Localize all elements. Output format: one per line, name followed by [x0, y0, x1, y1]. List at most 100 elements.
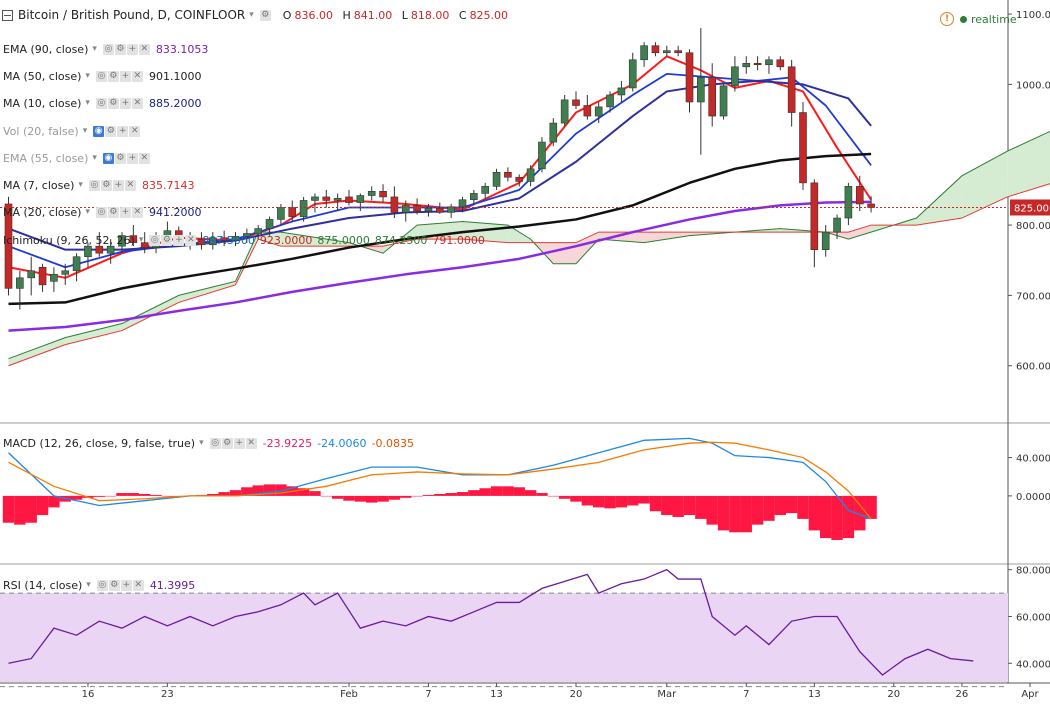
indicator-label[interactable]: EMA (55, close)	[3, 152, 88, 165]
candle[interactable]	[346, 190, 353, 205]
add-icon[interactable]: +	[120, 207, 131, 218]
indicator-label[interactable]: MA (10, close)	[3, 97, 81, 110]
settings-icon[interactable]: ⚙	[101, 180, 112, 191]
indicator-legend[interactable]: MA (10, close)▾◎⚙+✕885.2000	[0, 94, 206, 112]
add-icon[interactable]: +	[117, 126, 128, 137]
eye-icon[interactable]: ◎	[89, 180, 100, 191]
candle[interactable]	[482, 183, 489, 198]
add-icon[interactable]: +	[173, 235, 184, 246]
indicator-label[interactable]: MA (7, close)	[3, 179, 74, 192]
indicator-legend[interactable]: EMA (90, close)▾◎⚙+✕833.1053	[0, 40, 213, 58]
candle[interactable]	[504, 167, 511, 181]
candle[interactable]	[709, 63, 716, 126]
candle[interactable]	[618, 81, 625, 102]
realtime-indicator[interactable]: ! realtime	[940, 12, 1017, 26]
candle[interactable]	[822, 225, 829, 257]
indicator-legend[interactable]: Vol (20, false)▾◉⚙+✕	[0, 122, 146, 140]
ma-line[interactable]	[9, 202, 872, 331]
candle[interactable]	[550, 118, 557, 146]
settings-icon[interactable]: ⚙	[109, 580, 120, 591]
settings-icon[interactable]: ⚙	[115, 44, 126, 55]
chevron-down-icon[interactable]: ▾	[199, 438, 204, 448]
close-icon[interactable]: ✕	[132, 98, 143, 109]
candle[interactable]	[561, 95, 568, 127]
settings-icon[interactable]: ⚙	[108, 71, 119, 82]
chevron-down-icon[interactable]: ▾	[85, 207, 90, 217]
indicator-legend[interactable]: RSI (14, close)▾◎⚙+✕41.3995	[0, 576, 200, 594]
eye-icon[interactable]: ◎	[96, 98, 107, 109]
chevron-down-icon[interactable]: ▾	[85, 71, 90, 81]
indicator-legend[interactable]: EMA (55, close)▾◉⚙+✕	[0, 149, 156, 167]
settings-icon[interactable]: ⚙	[222, 438, 233, 449]
warning-icon[interactable]: !	[940, 12, 954, 26]
add-icon[interactable]: +	[120, 71, 131, 82]
close-icon[interactable]: ✕	[139, 44, 150, 55]
settings-icon[interactable]: ⚙	[161, 235, 172, 246]
candle[interactable]	[652, 42, 659, 56]
indicator-legend[interactable]: MA (50, close)▾◎⚙+✕901.1000	[0, 67, 206, 85]
candle[interactable]	[39, 264, 46, 292]
settings-icon[interactable]: ⚙	[115, 153, 126, 164]
candle[interactable]	[527, 165, 534, 186]
eye-icon[interactable]: ◉	[93, 126, 104, 137]
eye-icon[interactable]: ◎	[103, 44, 114, 55]
close-icon[interactable]: ✕	[185, 235, 196, 246]
candle[interactable]	[323, 190, 330, 208]
indicator-label[interactable]: MA (20, close)	[3, 206, 81, 219]
settings-icon[interactable]: ⚙	[108, 98, 119, 109]
candle[interactable]	[50, 267, 57, 292]
close-icon[interactable]: ✕	[246, 438, 257, 449]
indicator-label[interactable]: Vol (20, false)	[3, 125, 79, 138]
add-icon[interactable]: +	[127, 44, 138, 55]
candle[interactable]	[28, 257, 35, 296]
candle[interactable]	[663, 46, 670, 57]
symbol-title[interactable]: Bitcoin / British Pound, D, COINFLOOR	[18, 8, 245, 22]
settings-icon[interactable]: ⚙	[108, 207, 119, 218]
indicator-legend[interactable]: MA (7, close)▾◎⚙+✕835.7143	[0, 176, 199, 194]
add-icon[interactable]: +	[234, 438, 245, 449]
chevron-down-icon[interactable]: ▾	[92, 44, 97, 54]
indicator-label[interactable]: RSI (14, close)	[3, 579, 82, 592]
candle[interactable]	[868, 196, 875, 212]
candle[interactable]	[641, 42, 648, 67]
candle[interactable]	[754, 56, 761, 70]
candle[interactable]	[448, 204, 455, 218]
candle[interactable]	[584, 95, 591, 120]
indicator-label[interactable]: MACD (12, 26, close, 9, false, true)	[3, 437, 195, 450]
chevron-down-icon[interactable]: ▾	[92, 153, 97, 163]
candle[interactable]	[73, 253, 80, 281]
close-icon[interactable]: ✕	[132, 207, 143, 218]
close-icon[interactable]: ✕	[125, 180, 136, 191]
add-icon[interactable]: +	[120, 98, 131, 109]
eye-icon[interactable]: ◎	[96, 207, 107, 218]
candle[interactable]	[811, 179, 818, 267]
collapse-icon[interactable]	[2, 10, 13, 21]
settings-icon[interactable]: ⚙	[260, 10, 271, 21]
chevron-down-icon[interactable]: ▾	[78, 180, 83, 190]
eye-icon[interactable]: ◎	[97, 580, 108, 591]
settings-icon[interactable]: ⚙	[105, 126, 116, 137]
close-icon[interactable]: ✕	[132, 71, 143, 82]
add-icon[interactable]: +	[113, 180, 124, 191]
eye-icon[interactable]: ◎	[210, 438, 221, 449]
candle[interactable]	[788, 60, 795, 127]
candle[interactable]	[538, 137, 545, 172]
candle[interactable]	[743, 56, 750, 74]
indicator-label[interactable]: Ichimoku (9, 26, 52, 26)	[3, 234, 135, 247]
eye-icon[interactable]: ◉	[103, 153, 114, 164]
close-icon[interactable]: ✕	[133, 580, 144, 591]
candle[interactable]	[629, 53, 636, 92]
add-icon[interactable]: +	[127, 153, 138, 164]
candle[interactable]	[436, 203, 443, 214]
chevron-down-icon[interactable]: ▾	[249, 10, 254, 20]
indicator-legend[interactable]: MACD (12, 26, close, 9, false, true) ▾ ◎⚙+…	[0, 434, 419, 452]
candle[interactable]	[493, 169, 500, 190]
eye-icon[interactable]: ◎	[96, 71, 107, 82]
candle[interactable]	[856, 176, 863, 211]
chevron-down-icon[interactable]: ▾	[139, 235, 144, 245]
indicator-legend[interactable]: MA (20, close)▾◎⚙+✕941.2000	[0, 203, 206, 221]
eye-icon[interactable]: ◎	[149, 235, 160, 246]
add-icon[interactable]: +	[121, 580, 132, 591]
indicator-label[interactable]: EMA (90, close)	[3, 43, 88, 56]
